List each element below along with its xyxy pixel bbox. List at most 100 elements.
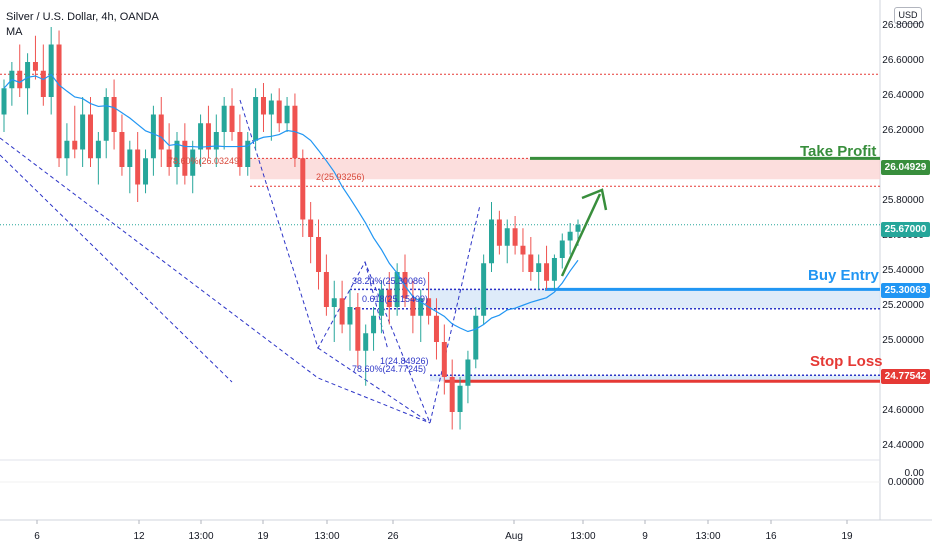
candle-body xyxy=(87,114,93,159)
candle-body xyxy=(457,385,463,412)
candle-body xyxy=(441,342,447,377)
candle-body xyxy=(316,237,322,272)
candle-body xyxy=(25,62,31,89)
fib-label: 78.60%(24.77245) xyxy=(352,364,427,374)
fib-label: 78.60%(26.03249) xyxy=(168,156,243,166)
candle-body xyxy=(347,307,353,325)
candle-body xyxy=(504,228,510,246)
candle-body xyxy=(253,97,259,141)
indicator-label[interactable]: MA xyxy=(6,26,23,38)
candle-body xyxy=(182,140,188,176)
candle-body xyxy=(119,132,125,167)
candle-body xyxy=(260,97,266,115)
price-tick-label: 24.60000 xyxy=(882,405,924,416)
fib-label: 1(24.84926) xyxy=(380,356,429,366)
candle-body xyxy=(418,298,424,316)
moving-average-line xyxy=(3,73,579,333)
time-tick-label: 13:00 xyxy=(570,531,596,542)
buy-entry-zone xyxy=(430,289,880,309)
candle-body xyxy=(143,158,149,185)
time-tick-label: 13:00 xyxy=(695,531,721,542)
candle-body xyxy=(394,272,400,307)
candle-body xyxy=(268,100,274,115)
candle-body xyxy=(229,105,235,132)
candle-body xyxy=(433,315,439,342)
stop-loss-zone xyxy=(430,375,880,382)
candle-body xyxy=(449,377,455,412)
candle-body xyxy=(237,132,243,167)
fib-label: 2(25.93256) xyxy=(316,172,365,182)
candle-body xyxy=(190,149,196,176)
candle-body xyxy=(363,333,369,351)
candle-body xyxy=(198,123,204,150)
candle-body xyxy=(213,132,219,150)
osc-tick-label: 0.00 xyxy=(904,468,924,479)
pattern-line xyxy=(317,347,431,424)
time-tick-label: 6 xyxy=(34,531,40,542)
price-tick-label: 25.00000 xyxy=(882,335,924,346)
price-tick-label: 26.80000 xyxy=(882,20,924,31)
stop-loss-price-tag: 24.77542 xyxy=(881,369,930,384)
candle-body xyxy=(135,149,141,185)
price-tick-label: 26.60000 xyxy=(882,55,924,66)
pattern-line xyxy=(0,137,431,424)
candle-body xyxy=(56,44,62,159)
candle-body xyxy=(276,100,282,124)
time-tick-label: 12 xyxy=(133,531,145,542)
candle-body xyxy=(371,315,377,334)
price-tick-label: 25.20000 xyxy=(882,300,924,311)
candle-body xyxy=(473,315,479,360)
candle-body xyxy=(386,289,392,307)
candle-body xyxy=(575,224,581,232)
candle-body xyxy=(465,359,471,386)
candle-body xyxy=(559,240,565,258)
price-tick-label: 26.40000 xyxy=(882,90,924,101)
candle-body xyxy=(158,114,164,150)
candle-body xyxy=(544,263,550,281)
time-tick-label: 19 xyxy=(257,531,269,542)
candle-body xyxy=(339,298,345,325)
candle-body xyxy=(481,263,487,316)
take-profit-label: Take Profit xyxy=(800,143,877,160)
candle-body xyxy=(64,140,70,159)
time-tick-label: 19 xyxy=(841,531,853,542)
currency-button[interactable]: USD xyxy=(894,7,922,24)
time-tick-label: Aug xyxy=(505,531,523,542)
candle-body xyxy=(551,258,557,281)
candle-body xyxy=(567,231,573,241)
candle-body xyxy=(512,228,518,246)
candle-body xyxy=(48,44,54,97)
candle-body xyxy=(127,149,133,167)
candle-body xyxy=(40,70,46,97)
fib-label: 0.618(25.15409) xyxy=(362,294,429,304)
candle-body xyxy=(323,272,329,307)
candle-body xyxy=(536,263,542,272)
candle-body xyxy=(410,298,416,316)
time-tick-label: 13:00 xyxy=(188,531,214,542)
candle-body xyxy=(166,149,172,167)
candle-body xyxy=(95,140,101,159)
time-tick-label: 26 xyxy=(387,531,399,542)
pattern-line xyxy=(0,154,233,383)
symbol-title: Silver / U.S. Dollar, 4h, OANDA xyxy=(6,11,159,23)
osc-tick-label: 0.00000 xyxy=(887,477,924,488)
candle-body xyxy=(520,245,526,255)
candle-body xyxy=(378,289,384,316)
candle-body xyxy=(174,140,180,167)
candle-body xyxy=(80,114,86,150)
time-tick-label: 16 xyxy=(765,531,777,542)
take-profit-price-tag: 26.04929 xyxy=(881,160,930,175)
candle-body xyxy=(111,97,117,132)
candle-body xyxy=(308,219,314,237)
take-profit-zone xyxy=(250,158,880,180)
candle-body xyxy=(221,105,227,132)
price-tick-label: 25.80000 xyxy=(882,195,924,206)
price-tick-label: 24.40000 xyxy=(882,440,924,451)
candle-body xyxy=(528,254,534,272)
candle-body xyxy=(17,70,23,89)
time-tick-label: 13:00 xyxy=(314,531,340,542)
candle-body xyxy=(32,62,38,71)
stop-loss-label: Stop Loss xyxy=(810,353,883,370)
